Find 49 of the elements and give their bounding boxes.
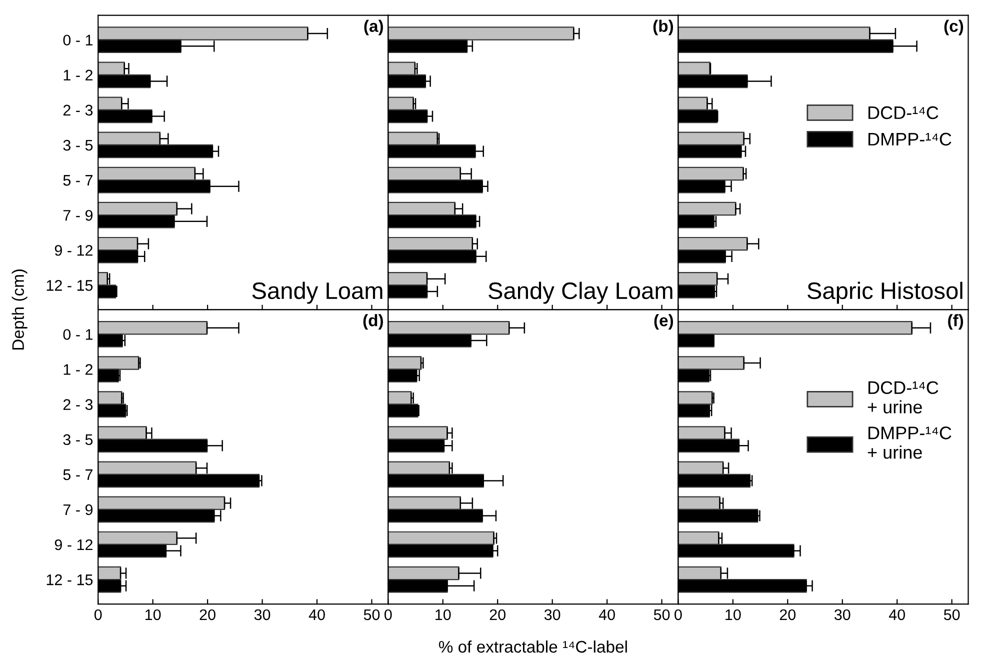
x-tick-label: 50 xyxy=(944,609,960,620)
x-axis-title: % of extractable ¹⁴C-label xyxy=(438,640,627,653)
annotation: (e) xyxy=(654,314,674,330)
legend-label: DMPP-¹⁴C xyxy=(868,132,952,146)
x-tick-label: 50 xyxy=(654,609,670,620)
x-tick-label: 20 xyxy=(200,609,216,620)
y-tick-label: 5 - 7 xyxy=(63,469,92,480)
x-tick-label: 10 xyxy=(436,609,451,620)
x-tick-label: 0 xyxy=(94,609,102,620)
y-tick-label: 2 - 3 xyxy=(63,399,93,410)
legend-label: DMPP-¹⁴C + urine xyxy=(868,426,952,459)
x-tick-label: 30 xyxy=(834,609,850,620)
x-tick-label: 20 xyxy=(780,609,796,620)
y-tick-label: 7 - 9 xyxy=(63,504,93,516)
y-tick-label: 5 - 7 xyxy=(63,175,92,186)
y-tick-label: 9 - 12 xyxy=(54,244,92,256)
x-tick-label: 50 xyxy=(364,609,380,620)
x-tick-label: 40 xyxy=(598,609,615,620)
annotation: (a) xyxy=(364,20,383,36)
x-tick-label: 30 xyxy=(254,609,270,620)
annotation: (f) xyxy=(948,314,964,330)
y-tick-label: 12 - 15 xyxy=(46,280,93,291)
annotation: (b) xyxy=(653,20,674,36)
annotation: Sapric Histosol xyxy=(808,282,962,304)
legend-label: DCD-¹⁴C + urine xyxy=(868,381,938,414)
annotation: Sandy Clay Loam xyxy=(488,282,672,304)
x-tick-label: 0 xyxy=(674,609,682,620)
annotation: Sandy Loam xyxy=(252,282,382,304)
y-tick-label: 12 - 15 xyxy=(46,574,93,586)
y-tick-label: 7 - 9 xyxy=(63,210,93,221)
y-tick-label: 1 - 2 xyxy=(64,70,92,80)
x-tick-label: 10 xyxy=(145,609,161,620)
y-tick-label: 0 - 1 xyxy=(63,329,92,340)
annotation: (c) xyxy=(944,20,964,36)
x-tick-label: 30 xyxy=(544,609,560,620)
x-tick-label: 0 xyxy=(384,609,392,620)
x-tick-label: 20 xyxy=(490,609,506,620)
y-tick-label: 9 - 12 xyxy=(54,539,92,550)
y-tick-label: 3 - 5 xyxy=(63,434,93,446)
y-axis-title: Depth (cm) xyxy=(12,270,28,350)
y-tick-label: 1 - 2 xyxy=(64,364,92,375)
y-tick-label: 3 - 5 xyxy=(63,140,93,151)
y-tick-label: 0 - 1 xyxy=(63,34,92,46)
x-tick-label: 10 xyxy=(726,609,741,620)
legend-label: DCD-¹⁴C xyxy=(868,106,938,120)
annotation: (d) xyxy=(363,314,383,330)
y-tick-label: 2 - 3 xyxy=(63,104,93,116)
x-tick-label: 40 xyxy=(888,609,906,620)
x-tick-label: 40 xyxy=(308,609,325,620)
